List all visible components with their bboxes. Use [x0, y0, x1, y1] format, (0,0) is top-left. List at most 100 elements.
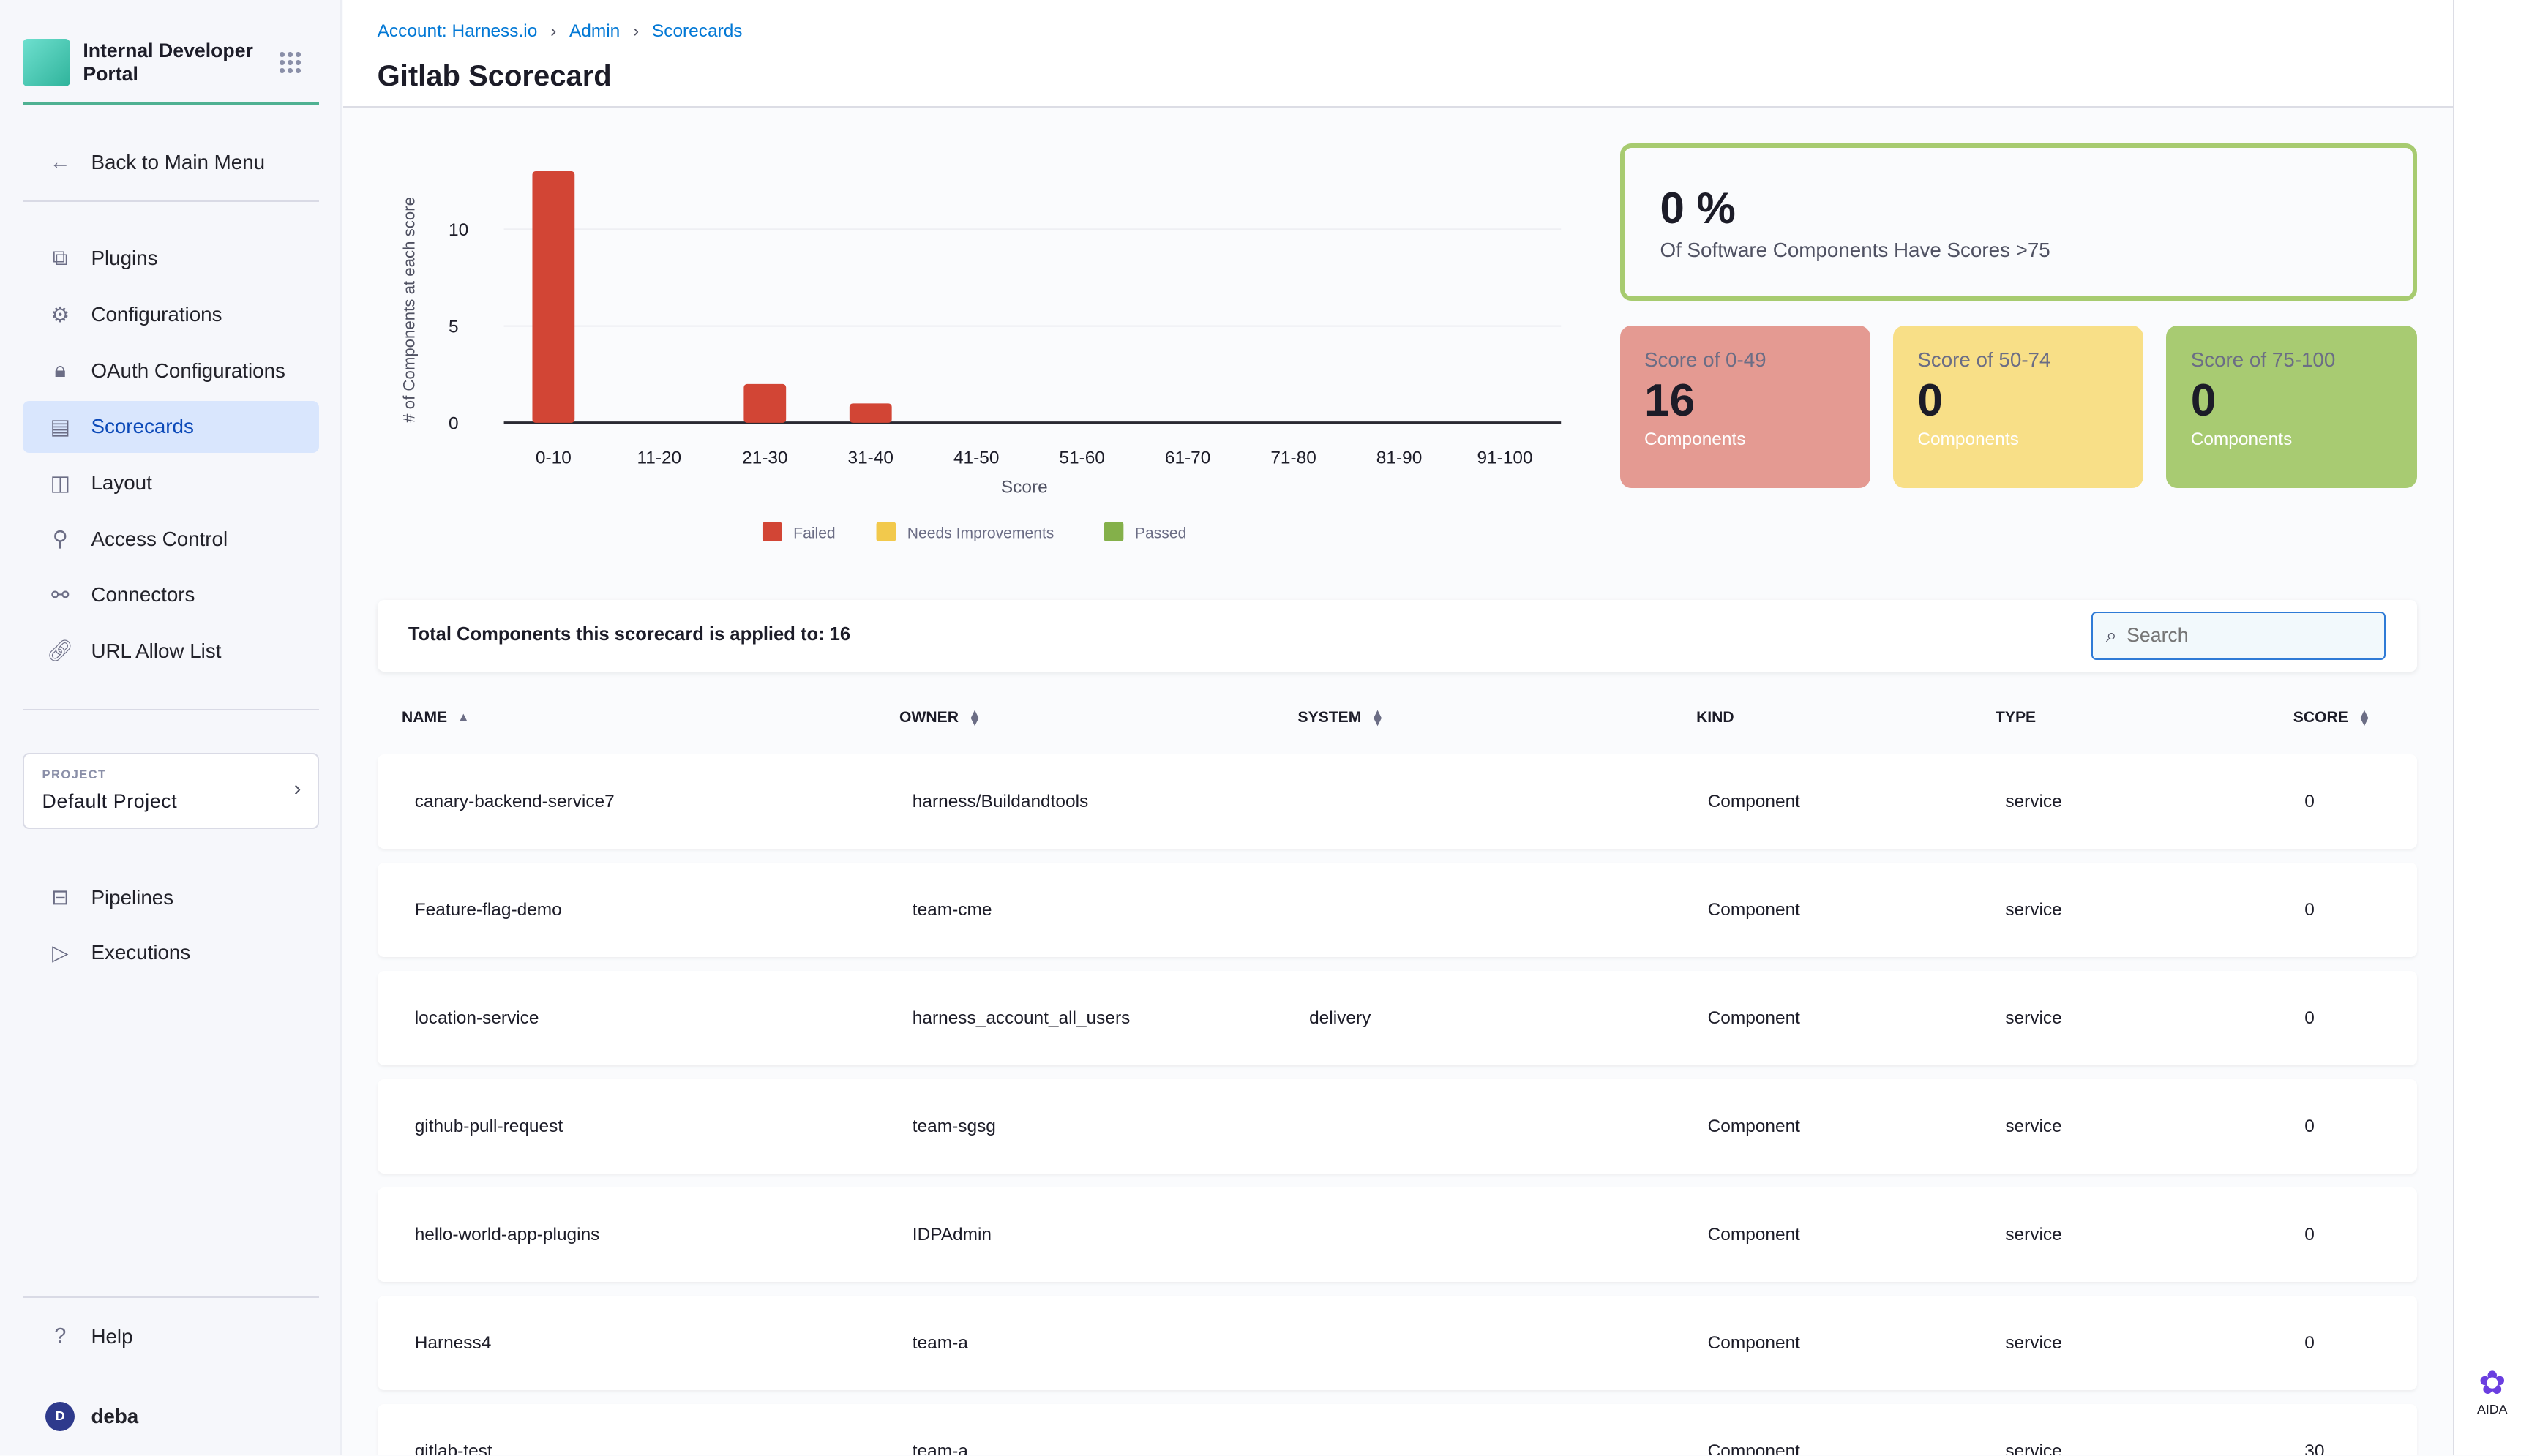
x-tick-label: 81-90: [1376, 448, 1423, 468]
sidebar-item-access-control[interactable]: ⚲ Access Control: [23, 513, 318, 565]
sidebar-item-plugins[interactable]: ⧉ Plugins: [23, 233, 318, 285]
pipeline-icon: ⊟: [51, 886, 70, 910]
help-icon: ?: [54, 1324, 67, 1348]
column-header-kind[interactable]: KIND: [1696, 709, 1734, 727]
cell-name: hello-world-app-plugins: [414, 1225, 600, 1245]
project-selector[interactable]: PROJECT Default Project ›: [23, 753, 319, 830]
chevron-right-icon: ›: [293, 777, 301, 801]
column-header-type[interactable]: TYPE: [1996, 709, 2036, 727]
breadcrumb-account[interactable]: Account: Harness.io: [377, 20, 538, 41]
table-row[interactable]: Harness4 team-a Component service 0: [377, 1296, 2417, 1391]
search-field[interactable]: ⌕: [2091, 611, 2386, 661]
breadcrumb-scorecards[interactable]: Scorecards: [651, 20, 743, 41]
cell-system: delivery: [1309, 1008, 1371, 1029]
cell-score: 0: [2304, 1008, 2315, 1029]
nav-label: URL Allow List: [91, 639, 222, 663]
sidebar-item-pipelines[interactable]: ⊟ Pipelines: [23, 871, 318, 923]
score-histogram: 0 5 10 0-10 11-20 21-30 31-40 41-50 51-60 61-70 71…: [400, 171, 1562, 542]
table-row[interactable]: location-service harness_account_all_user…: [377, 971, 2417, 1066]
app-name: Internal Developer Portal: [83, 40, 253, 85]
column-header-owner[interactable]: OWNER ▲ ▼: [899, 705, 981, 729]
table-row[interactable]: github-pull-request team-sgsg Component ser…: [377, 1079, 2417, 1174]
cell-owner: IDPAdmin: [912, 1225, 992, 1245]
sidebar-item-connectors[interactable]: ⚯ Connectors: [23, 569, 318, 621]
table-row[interactable]: Feature-flag-demo team-cme Component servic…: [377, 863, 2417, 958]
legend-swatch: [876, 522, 896, 542]
layout-icon: ◫: [50, 471, 70, 495]
range-count: 16: [1644, 375, 1696, 427]
table-row[interactable]: gitlab-test team-a Component service 30: [377, 1404, 2417, 1456]
sort-icon[interactable]: ▲ ▼: [1371, 705, 1385, 729]
cell-type: service: [2005, 1441, 2062, 1456]
cell-score: 0: [2304, 1225, 2315, 1245]
sort-icon[interactable]: ▲ ▼: [968, 705, 981, 729]
table-toolbar: Total Components this scorecard is appli…: [377, 600, 2417, 672]
page-title: Gitlab Scorecard: [377, 60, 612, 93]
x-tick-label: 91-100: [1477, 448, 1533, 468]
sidebar-item-url-allow-list[interactable]: 🔗︎ URL Allow List: [23, 626, 318, 678]
column-label: TYPE: [1996, 709, 2037, 726]
sidebar-item-oauth-configurations[interactable]: 🔒︎ OAuth Configurations: [23, 345, 318, 397]
y-tick-label: 5: [449, 317, 459, 337]
sort-asc-icon[interactable]: ▲: [457, 710, 471, 725]
cell-owner: team-a: [912, 1441, 968, 1456]
range-unit: Components: [1644, 429, 1746, 450]
app-logo[interactable]: Internal Developer Portal: [23, 39, 262, 86]
range-label: Score of 0-49: [1644, 348, 1766, 371]
cell-kind: Component: [1707, 1333, 1800, 1354]
right-rail: ✿ AIDA: [2452, 0, 2529, 1456]
bar-failed[interactable]: [743, 383, 787, 423]
help-button[interactable]: ? Help: [23, 1310, 318, 1362]
cell-type: service: [2005, 1225, 2062, 1245]
sort-icon[interactable]: ▲ ▼: [2358, 705, 2371, 729]
bar-failed[interactable]: [850, 403, 893, 423]
table-row[interactable]: canary-backend-service7 harness/Buildandt…: [377, 754, 2417, 849]
project-name: Default Project: [42, 789, 178, 812]
search-input[interactable]: [2127, 624, 2355, 648]
cell-owner: harness_account_all_users: [912, 1008, 1131, 1029]
column-header-system[interactable]: SYSTEM ▲ ▼: [1297, 705, 1385, 729]
puzzle-icon: ⧉: [52, 246, 68, 270]
cell-type: service: [2005, 1333, 2062, 1354]
column-header-score[interactable]: SCORE ▲ ▼: [2293, 705, 2371, 729]
gears-icon: ⚙: [50, 303, 70, 327]
range-label: Score of 75-100: [2190, 348, 2336, 371]
legend-swatch: [763, 522, 783, 542]
percent-value: 0 %: [1660, 184, 1736, 233]
breadcrumb-admin[interactable]: Admin: [569, 20, 621, 41]
divider: [23, 709, 319, 711]
sidebar-item-configurations[interactable]: ⚙ Configurations: [23, 288, 318, 340]
sidebar-item-executions[interactable]: ▷ Executions: [23, 927, 318, 979]
bar-failed[interactable]: [532, 171, 575, 423]
column-label: SCORE: [2293, 709, 2348, 726]
aida-icon: ✿: [2479, 1365, 2506, 1401]
column-header-name[interactable]: NAME ▲: [402, 709, 470, 727]
user-icon: ⚲: [52, 528, 68, 552]
cell-score: 0: [2304, 1333, 2315, 1354]
y-tick-label: 10: [449, 220, 468, 240]
total-components-label: Total Components this scorecard is appli…: [408, 624, 851, 645]
column-label: KIND: [1696, 709, 1734, 726]
x-tick-label: 71-80: [1271, 448, 1317, 468]
nav-label: Layout: [91, 471, 152, 495]
arrow-left-icon: ←: [49, 150, 71, 174]
cell-name: location-service: [414, 1008, 539, 1029]
app-switcher-icon[interactable]: [280, 52, 302, 75]
range-label: Score of 50-74: [1917, 348, 2051, 371]
divider: [23, 200, 319, 202]
cell-score: 0: [2304, 792, 2315, 812]
aida-button[interactable]: ✿ AIDA: [2454, 1365, 2529, 1417]
table-row[interactable]: hello-world-app-plugins IDPAdmin Component…: [377, 1187, 2417, 1283]
range-unit: Components: [2190, 429, 2293, 450]
link-icon: 🔗︎: [46, 639, 74, 664]
column-label: SYSTEM: [1297, 709, 1362, 726]
sidebar-item-scorecards[interactable]: ▤ Scorecards: [23, 400, 319, 453]
column-label: NAME: [401, 709, 448, 726]
chevron-right-icon: ›: [633, 20, 640, 41]
percent-label: Of Software Components Have Scores >75: [1660, 239, 2050, 262]
back-to-main-menu[interactable]: ← Back to Main Menu: [23, 137, 318, 189]
avatar: D: [45, 1401, 75, 1431]
sidebar-item-layout[interactable]: ◫ Layout: [23, 457, 318, 509]
sidebar: Internal Developer Portal ← Back to Main …: [0, 0, 342, 1456]
